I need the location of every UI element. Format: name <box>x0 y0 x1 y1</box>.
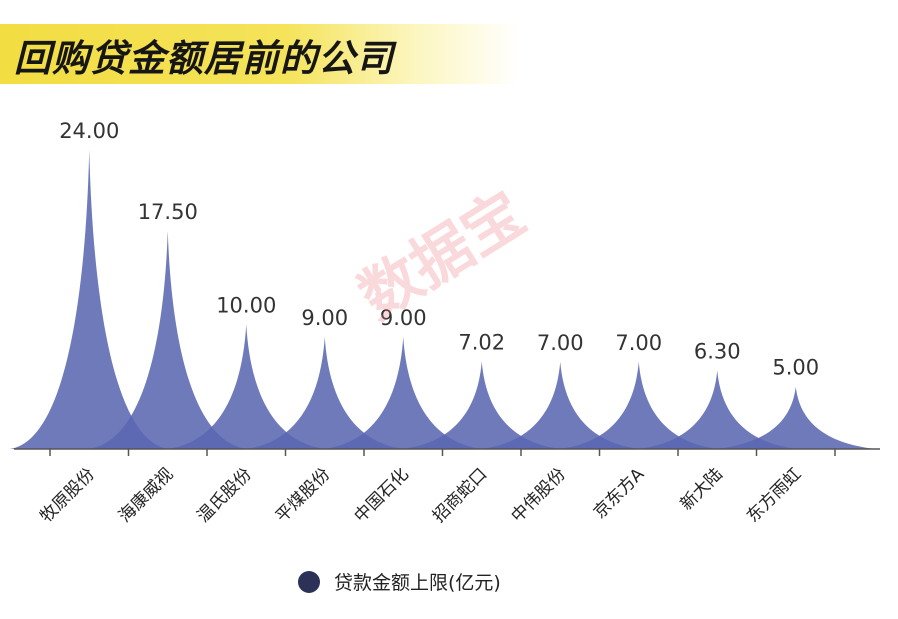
legend: 贷款金额上限(亿元) <box>298 568 501 595</box>
category-label: 新大陆 <box>677 464 727 514</box>
peak-mark <box>244 336 405 449</box>
category-label: 招商蛇口 <box>429 464 491 526</box>
peak-mark <box>715 386 876 449</box>
peak-mark <box>87 230 248 449</box>
value-label: 5.00 <box>772 356 819 380</box>
category-label: 京东方A <box>590 464 649 523</box>
category-label: 海康威视 <box>115 464 177 526</box>
peak-mark <box>166 324 327 449</box>
category-label: 东方雨虹 <box>743 464 805 526</box>
legend-label: 贷款金额上限(亿元) <box>334 572 501 594</box>
value-label: 7.00 <box>537 331 584 355</box>
peak-mark <box>323 336 484 449</box>
value-label: 9.00 <box>301 306 348 330</box>
title-band <box>0 24 520 84</box>
value-label: 17.50 <box>138 200 198 224</box>
peak-mark <box>9 150 170 449</box>
value-label: 9.00 <box>380 306 427 330</box>
value-label: 10.00 <box>216 293 276 317</box>
category-label: 中伟股份 <box>508 464 570 526</box>
page-title: 回购贷金额居前的公司 <box>14 37 394 80</box>
category-label: 温氏股份 <box>194 464 256 526</box>
category-label: 中国石化 <box>351 464 413 526</box>
legend-swatch <box>298 570 320 593</box>
peak-mark <box>401 361 562 449</box>
category-label: 平煤股份 <box>272 464 334 526</box>
category-label: 牧原股份 <box>37 464 99 526</box>
peak-mark <box>480 361 641 449</box>
value-label: 7.02 <box>458 331 505 355</box>
value-label: 6.30 <box>694 340 741 364</box>
value-label: 7.00 <box>615 331 662 355</box>
value-label: 24.00 <box>59 119 119 143</box>
peak-mark <box>637 370 798 449</box>
peak-mark <box>558 361 719 449</box>
